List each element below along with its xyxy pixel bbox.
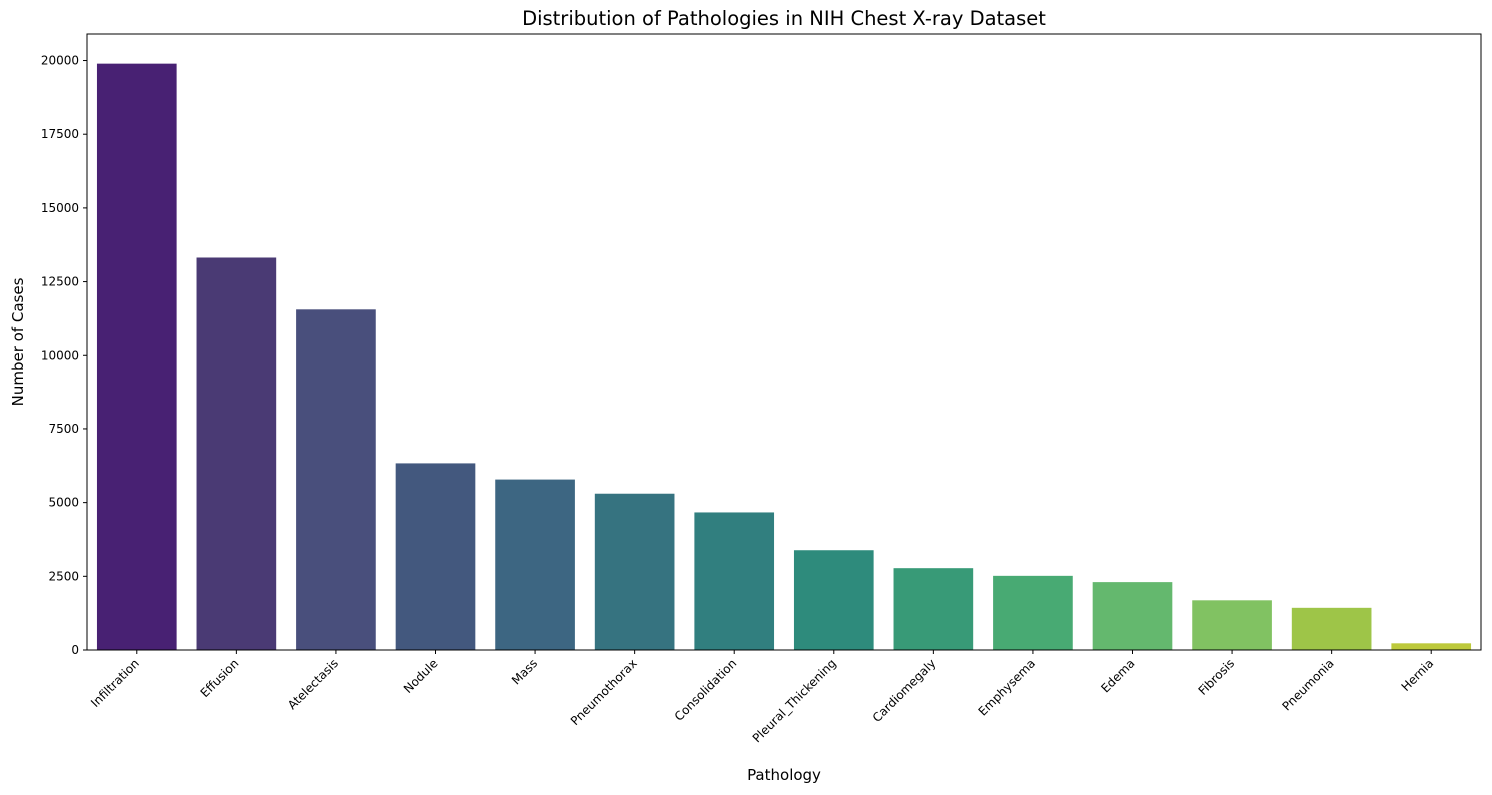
x-axis-title: Pathology: [747, 766, 821, 784]
bar-atelectasis: [296, 309, 376, 650]
y-axis: 0 2500 5000 7500 10000 12500 15000 17500 20000: [41, 54, 87, 657]
bar-pleural-thickening: [793, 550, 874, 650]
bar-emphysema: [993, 575, 1073, 650]
y-tick-label: 7500: [48, 422, 79, 436]
x-tick-label: Infiltration: [88, 656, 142, 710]
x-tick-label: Atelectasis: [285, 656, 341, 712]
y-axis-title: Number of Cases: [9, 277, 27, 406]
y-tick-label: 20000: [41, 54, 79, 68]
bar-pneumonia: [1291, 607, 1372, 650]
bar-mass: [495, 479, 575, 650]
x-tick-label: Hernia: [1399, 656, 1437, 694]
x-tick-label: Consolidation: [672, 656, 740, 724]
bar-edema: [1092, 582, 1173, 650]
x-tick-label: Edema: [1098, 656, 1137, 695]
bar-effusion: [196, 257, 277, 650]
bar-cardiomegaly: [893, 568, 974, 650]
x-tick-label: Mass: [509, 656, 540, 687]
plot-frame: [86, 33, 1482, 651]
y-tick-label: 5000: [48, 496, 79, 510]
bar-consolidation: [694, 512, 775, 650]
bars-group: [96, 63, 1472, 651]
bar-pneumothorax: [594, 493, 675, 650]
y-tick-label: 15000: [41, 201, 79, 215]
y-tick-label: 12500: [41, 275, 79, 289]
bar-infiltration: [96, 63, 177, 651]
x-axis: Infiltration Effusion Atelectasis Nodule Mas…: [88, 650, 1436, 745]
y-tick-label: 17500: [41, 127, 79, 141]
y-tick-label: 10000: [41, 348, 79, 362]
x-tick-label: Nodule: [401, 656, 441, 696]
x-tick-label: Cardiomegaly: [870, 656, 939, 725]
x-tick-label: Fibrosis: [1196, 656, 1238, 698]
chart-title: Distribution of Pathologies in NIH Chest…: [522, 7, 1046, 30]
x-tick-label: Effusion: [198, 656, 242, 700]
bar-nodule: [395, 463, 476, 650]
x-tick-label: Pneumothorax: [568, 656, 640, 728]
bar-hernia: [1391, 643, 1472, 650]
x-tick-label: Pneumonia: [1280, 656, 1337, 713]
y-tick-label: 0: [71, 643, 79, 657]
y-tick-label: 2500: [48, 569, 79, 583]
x-tick-label: Emphysema: [976, 656, 1038, 718]
bar-fibrosis: [1192, 600, 1272, 650]
x-tick-label: Pleural_Thickening: [750, 656, 839, 745]
